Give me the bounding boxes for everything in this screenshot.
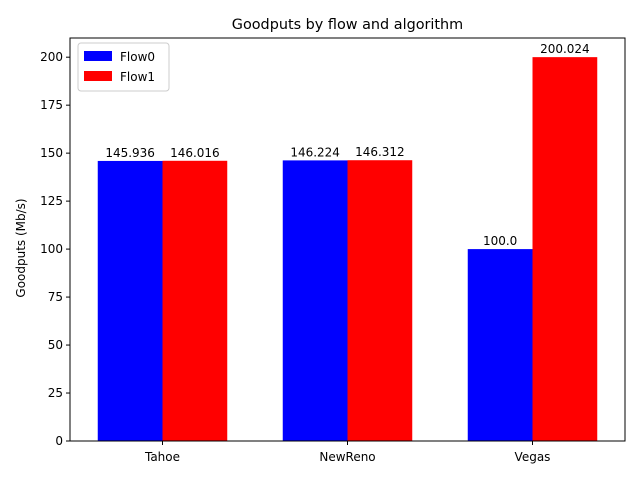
y-tick-label: 200 [40, 50, 63, 64]
bar-flow1-tahoe [162, 160, 228, 442]
x-tick-label: Vegas [515, 450, 551, 464]
bar-value-label: 146.016 [170, 146, 220, 160]
bar-value-label: 200.024 [540, 42, 590, 56]
bar-value-label: 145.936 [105, 146, 155, 160]
bar-flow0-tahoe [97, 160, 163, 441]
y-tick-label: 150 [40, 146, 63, 160]
bar-value-label: 146.224 [290, 145, 340, 159]
bar-flow0-newreno [282, 160, 348, 442]
y-tick-label: 0 [55, 434, 63, 448]
chart-title: Goodputs by flow and algorithm [232, 17, 463, 33]
y-tick-label: 25 [48, 386, 63, 400]
x-tick-label: Tahoe [144, 450, 180, 464]
y-axis-label: Goodputs (Mb/s) [14, 198, 28, 297]
bar-value-label: 146.312 [355, 145, 405, 159]
y-tick-label: 50 [48, 338, 63, 352]
legend-label-flow1: Flow1 [120, 70, 155, 84]
x-tick-label: NewReno [319, 450, 375, 464]
y-tick-label: 100 [40, 242, 63, 256]
legend: Flow0 Flow1 [77, 42, 170, 92]
bar-value-label: 100.0 [483, 234, 517, 248]
legend-label-flow0: Flow0 [120, 50, 155, 64]
y-tick-label: 175 [40, 98, 63, 112]
legend-swatch-flow1 [84, 71, 112, 81]
bar-flow1-vegas [532, 57, 598, 442]
plot-area: 145.936 146.224 100.0 146.016 146.312 200.024… [40, 37, 626, 464]
legend-swatch-flow0 [84, 51, 112, 61]
bar-flow1-newreno [347, 160, 413, 441]
y-tick-label: 125 [40, 194, 63, 208]
y-tick-label: 75 [48, 290, 63, 304]
bar-flow0-vegas [467, 249, 533, 441]
